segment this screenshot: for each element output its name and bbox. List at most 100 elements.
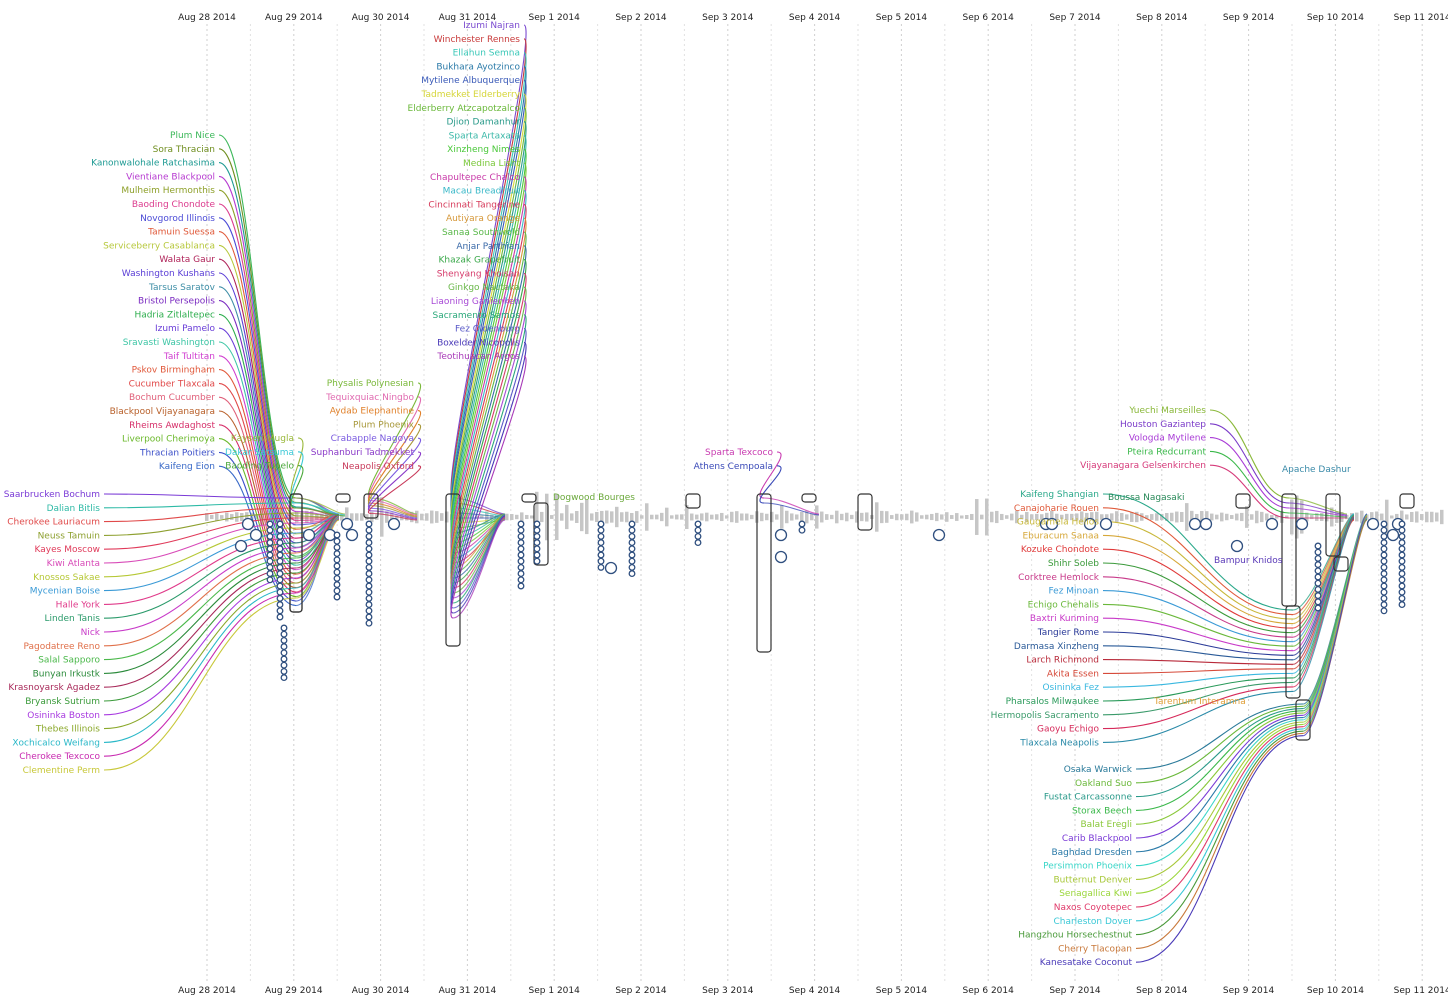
event-box[interactable] bbox=[521, 493, 537, 503]
entity-label-linden-tanis[interactable]: Linden Tanis bbox=[45, 614, 101, 624]
entity-label-cherokee-lauriacum[interactable]: Cherokee Lauriacum bbox=[7, 518, 100, 528]
event-marker[interactable] bbox=[365, 563, 373, 571]
event-marker[interactable] bbox=[533, 539, 541, 547]
entity-label-vijayanagara-gelsenkirchen[interactable]: Vijayanagara Gelsenkirchen bbox=[1080, 461, 1206, 471]
event-marker[interactable] bbox=[333, 568, 341, 576]
entity-label-tequixquiac-ningbo[interactable]: Tequixquiac Ningbo bbox=[325, 393, 414, 403]
event-marker[interactable] bbox=[628, 526, 636, 534]
event-marker[interactable] bbox=[276, 613, 284, 621]
entity-label-pteira-redcurrant[interactable]: Pteira Redcurrant bbox=[1127, 447, 1206, 457]
event-marker[interactable] bbox=[597, 563, 605, 571]
entity-label-osininka-boston[interactable]: Osininka Boston bbox=[27, 711, 100, 721]
event-marker[interactable] bbox=[266, 551, 274, 559]
entity-label-mulheim-hermonthis[interactable]: Mulheim Hermonthis bbox=[121, 186, 215, 196]
event-marker[interactable] bbox=[1314, 579, 1322, 587]
event-marker[interactable] bbox=[365, 594, 373, 602]
entity-label-fez-oldenburg[interactable]: Fez Oldenburg bbox=[455, 325, 520, 335]
entity-label-cincinnati-tangerine[interactable]: Cincinnati Tangerine bbox=[428, 200, 520, 210]
entity-label-liverpool-cherimoya[interactable]: Liverpool Cherimoya bbox=[122, 435, 215, 445]
entity-label-cherokee-texcoco[interactable]: Cherokee Texcoco bbox=[19, 752, 100, 762]
event-marker[interactable] bbox=[280, 643, 288, 651]
floating-label-dogwood-bourges[interactable]: Dogwood Bourges bbox=[553, 493, 635, 503]
event-marker[interactable] bbox=[365, 607, 373, 615]
entity-label-macau-breadfruit[interactable]: Macau Breadfruit bbox=[443, 187, 521, 197]
entity-label-djion-damanhur[interactable]: Djion Damanhur bbox=[446, 118, 520, 128]
event-marker[interactable] bbox=[365, 582, 373, 590]
event-marker[interactable] bbox=[597, 526, 605, 534]
entity-label-xochicalco-weifang[interactable]: Xochicalco Weifang bbox=[12, 738, 100, 748]
entity-label-charleston-dover[interactable]: Charleston Dover bbox=[1053, 917, 1132, 927]
event-marker[interactable] bbox=[266, 526, 274, 534]
entity-label-tadmekket-elderberry[interactable]: Tadmekket Elderberry bbox=[420, 90, 520, 100]
entity-label-neuss-tamuin[interactable]: Neuss Tamuin bbox=[38, 531, 100, 541]
entity-label-pharsalos-milwaukee[interactable]: Pharsalos Milwaukee bbox=[1006, 697, 1100, 707]
entity-label-physalis-polynesian[interactable]: Physalis Polynesian bbox=[327, 379, 414, 389]
event-marker[interactable] bbox=[533, 557, 541, 565]
event-marker[interactable] bbox=[1398, 576, 1406, 584]
event-marker[interactable] bbox=[280, 667, 288, 675]
event-marker[interactable] bbox=[628, 570, 636, 578]
event-marker[interactable] bbox=[1380, 570, 1388, 578]
floating-label-bampur-knidos[interactable]: Bampur Knidos bbox=[1214, 556, 1283, 566]
event-marker[interactable] bbox=[333, 562, 341, 570]
entity-label-sora-thracian[interactable]: Sora Thracian bbox=[153, 145, 215, 155]
event-marker[interactable] bbox=[533, 520, 541, 528]
entity-label-yuechi-marseilles[interactable]: Yuechi Marseilles bbox=[1128, 406, 1206, 416]
entity-label-plum-phoenix[interactable]: Plum Phoenix bbox=[353, 420, 415, 430]
event-marker[interactable] bbox=[345, 528, 359, 542]
event-marker[interactable] bbox=[694, 520, 702, 528]
event-marker[interactable] bbox=[340, 517, 354, 531]
event-marker[interactable] bbox=[597, 532, 605, 540]
entity-label-kayseri-mugla[interactable]: Kayseri Mugla bbox=[231, 434, 294, 444]
event-marker[interactable] bbox=[387, 517, 401, 531]
event-marker[interactable] bbox=[1398, 551, 1406, 559]
event-marker[interactable] bbox=[365, 613, 373, 621]
event-marker[interactable] bbox=[517, 582, 525, 590]
event-marker[interactable] bbox=[365, 570, 373, 578]
event-box[interactable] bbox=[445, 493, 461, 647]
event-marker[interactable] bbox=[280, 630, 288, 638]
entity-label-serviceberry-casablanca[interactable]: Serviceberry Casablanca bbox=[103, 241, 215, 251]
event-marker[interactable] bbox=[597, 539, 605, 547]
entity-label-fez-minoan[interactable]: Fez Minoan bbox=[1048, 587, 1099, 597]
event-marker[interactable] bbox=[276, 570, 284, 578]
event-marker[interactable] bbox=[1314, 598, 1322, 606]
event-marker[interactable] bbox=[1314, 542, 1322, 550]
event-marker[interactable] bbox=[1398, 594, 1406, 602]
entity-label-cherry-tlacopan[interactable]: Cherry Tlacopan bbox=[1058, 944, 1132, 954]
entity-label-kiwi-atlanta[interactable]: Kiwi Atlanta bbox=[47, 559, 100, 569]
event-marker[interactable] bbox=[628, 539, 636, 547]
event-marker[interactable] bbox=[1380, 539, 1388, 547]
entity-label-osaka-warwick[interactable]: Osaka Warwick bbox=[1064, 765, 1133, 775]
event-marker[interactable] bbox=[1314, 573, 1322, 581]
event-marker[interactable] bbox=[276, 576, 284, 584]
entity-label-gaoyu-echigo[interactable]: Gaoyu Echigo bbox=[1037, 725, 1099, 735]
event-marker[interactable] bbox=[628, 545, 636, 553]
event-marker[interactable] bbox=[333, 587, 341, 595]
event-marker[interactable] bbox=[333, 543, 341, 551]
entity-label-shihr-soleb[interactable]: Shihr Soleb bbox=[1048, 559, 1099, 569]
event-marker[interactable] bbox=[276, 532, 284, 540]
event-box[interactable] bbox=[1235, 493, 1251, 509]
event-marker[interactable] bbox=[533, 551, 541, 559]
event-marker[interactable] bbox=[266, 576, 274, 584]
event-marker[interactable] bbox=[1380, 576, 1388, 584]
event-marker[interactable] bbox=[533, 526, 541, 534]
event-marker[interactable] bbox=[333, 531, 341, 539]
event-marker[interactable] bbox=[276, 582, 284, 590]
event-marker[interactable] bbox=[249, 528, 263, 542]
event-marker[interactable] bbox=[280, 655, 288, 663]
event-marker[interactable] bbox=[517, 520, 525, 528]
event-marker[interactable] bbox=[365, 539, 373, 547]
entity-label-baxtri-kunming[interactable]: Baxtri Kunming bbox=[1030, 614, 1099, 624]
event-marker[interactable] bbox=[365, 619, 373, 627]
entity-label-kanesatake-coconut[interactable]: Kanesatake Coconut bbox=[1040, 958, 1133, 968]
event-marker[interactable] bbox=[628, 532, 636, 540]
event-marker[interactable] bbox=[1380, 520, 1388, 528]
event-marker[interactable] bbox=[1380, 563, 1388, 571]
event-marker[interactable] bbox=[1265, 517, 1279, 531]
event-marker[interactable] bbox=[533, 532, 541, 540]
event-marker[interactable] bbox=[1380, 607, 1388, 615]
event-box[interactable] bbox=[1325, 493, 1341, 557]
event-box[interactable] bbox=[685, 493, 701, 509]
